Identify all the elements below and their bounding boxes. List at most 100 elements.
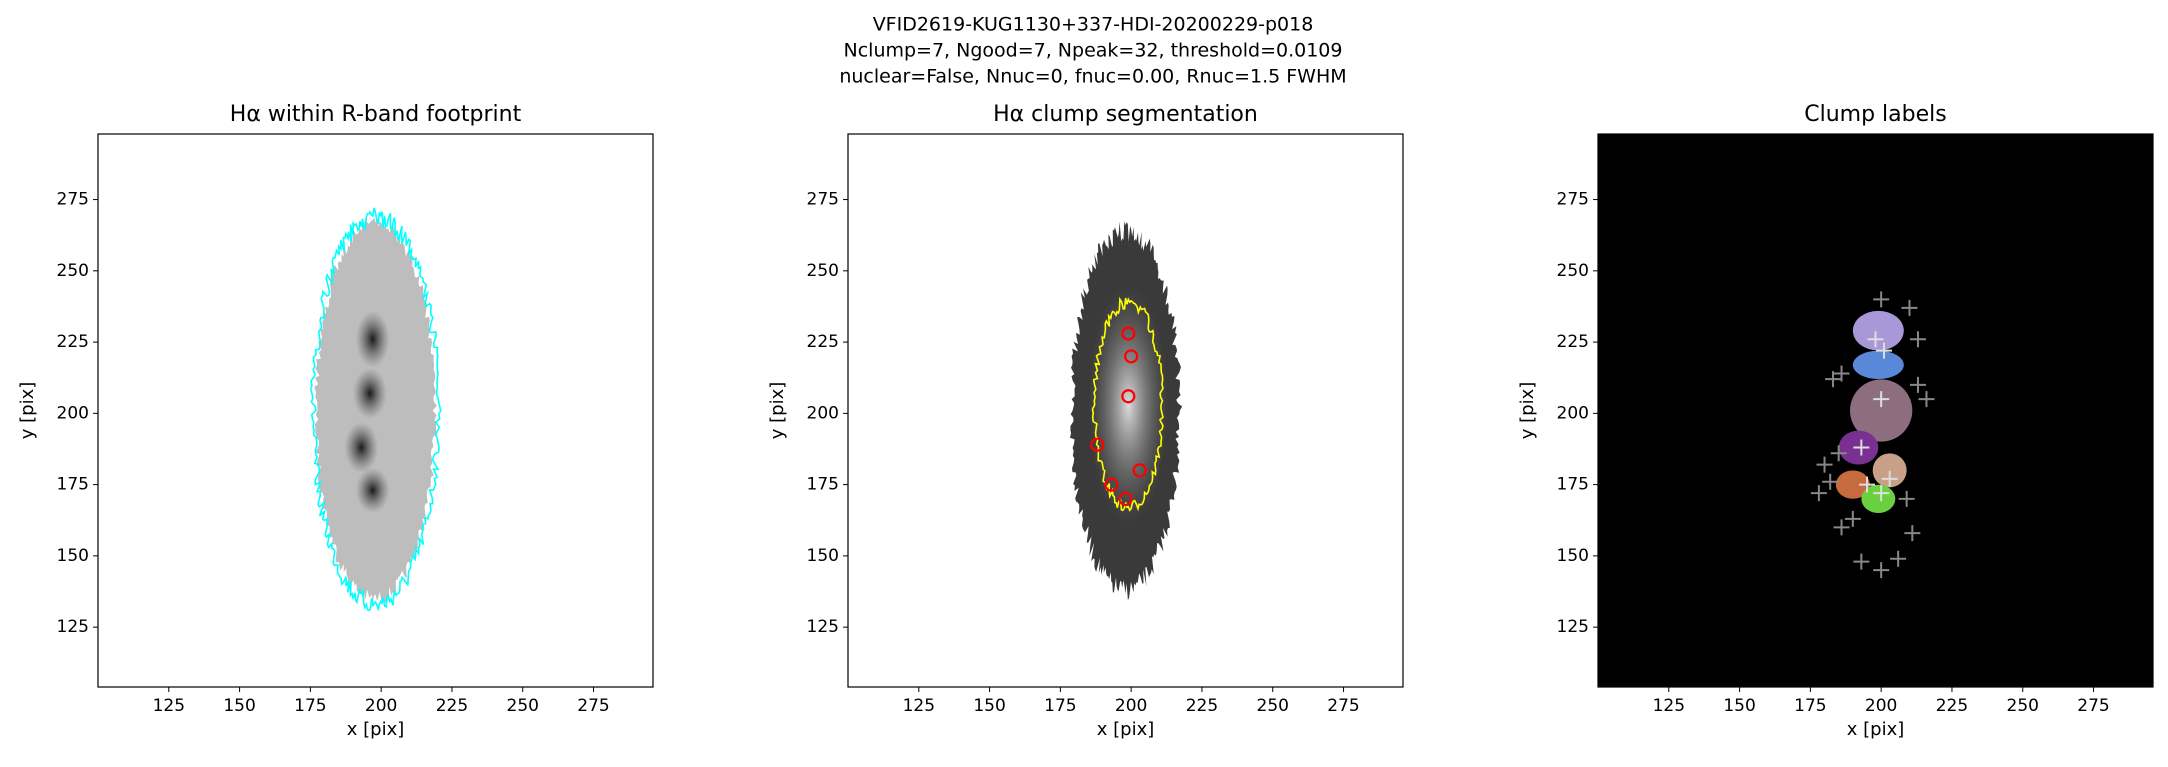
peak-marker: [1898, 490, 1915, 507]
peak-marker: [1830, 445, 1847, 462]
peak-marker: [1853, 553, 1870, 570]
peak-marker: [1833, 519, 1850, 536]
clump-marker: [1124, 349, 1139, 364]
peak-marker: [1873, 291, 1890, 308]
x-tick-label: 125: [153, 696, 185, 716]
dark-blob: [352, 367, 387, 419]
peak-marker: [1844, 510, 1861, 527]
clump-marker: [1104, 477, 1119, 492]
y-label: y [pix]: [767, 382, 788, 440]
y-tick-label: 150: [807, 546, 839, 566]
peak-marker: [1816, 456, 1833, 473]
clump-marker: [1121, 389, 1136, 404]
x-tick-label: 200: [1115, 696, 1147, 716]
clump: [1850, 379, 1913, 442]
peak-marker: [1859, 476, 1876, 493]
peak-marker: [1904, 525, 1921, 542]
x-tick-label: 150: [223, 696, 255, 716]
y-tick-label: 225: [1557, 332, 1589, 352]
x-tick-label: 250: [507, 696, 539, 716]
clump-marker: [1090, 437, 1105, 452]
clump: [1835, 470, 1870, 499]
y-tick-label: 250: [1557, 261, 1589, 281]
peak-marker: [1833, 365, 1850, 382]
clump-marker: [1121, 326, 1136, 341]
image: [1070, 221, 1183, 600]
dark-blob: [344, 422, 379, 474]
contour: [309, 207, 442, 612]
x-label: x [pix]: [1097, 719, 1155, 740]
suptitle: nuclear=False, Nnuc=0, fnuc=0.00, Rnuc=1…: [839, 66, 1346, 88]
y-tick-label: 200: [807, 403, 839, 423]
y-tick-label: 125: [57, 617, 89, 637]
clump: [1861, 484, 1896, 514]
x-tick-label: 150: [1723, 696, 1755, 716]
image: [309, 207, 442, 612]
y-tick-label: 125: [1557, 617, 1589, 637]
y-tick-label: 250: [57, 261, 89, 281]
x-tick-label: 275: [577, 696, 609, 716]
dark-blob: [355, 310, 390, 368]
peak-marker: [1875, 342, 1892, 359]
contour: [1091, 296, 1164, 512]
x-tick-label: 200: [365, 696, 397, 716]
image: [1598, 134, 2153, 687]
x-tick-label: 200: [1865, 696, 1897, 716]
axes-frame: [97, 133, 654, 688]
clump-marker: [1132, 463, 1147, 478]
peak-marker: [1825, 371, 1842, 388]
x-tick-label: 250: [1257, 696, 1289, 716]
clump: [1852, 350, 1904, 380]
x-tick-label: 275: [2077, 696, 2109, 716]
x-tick-label: 225: [1186, 696, 1218, 716]
y-tick-label: 200: [57, 403, 89, 423]
suptitle: VFID2619-KUG1130+337-HDI-20200229-p018: [873, 14, 1314, 36]
clump: [1852, 310, 1904, 351]
y-tick-label: 225: [807, 332, 839, 352]
y-tick-label: 250: [807, 261, 839, 281]
y-tick-label: 150: [57, 546, 89, 566]
y-tick-label: 275: [57, 190, 89, 210]
y-tick-label: 200: [1557, 403, 1589, 423]
dark-blob: [355, 467, 390, 513]
peak-marker: [1909, 331, 1926, 348]
peak-marker: [1822, 473, 1839, 490]
x-tick-label: 175: [1044, 696, 1076, 716]
x-tick-label: 225: [1936, 696, 1968, 716]
y-tick-label: 225: [57, 332, 89, 352]
peak-marker: [1873, 562, 1890, 579]
x-tick-label: 225: [436, 696, 468, 716]
x-tick-label: 125: [1653, 696, 1685, 716]
y-tick-label: 175: [1557, 475, 1589, 495]
axes-title: Hα within R-band footprint: [230, 102, 522, 127]
peak-marker: [1853, 439, 1870, 456]
x-tick-label: 275: [1327, 696, 1359, 716]
x-tick-label: 175: [1794, 696, 1826, 716]
y-tick-label: 175: [57, 475, 89, 495]
peak-marker: [1873, 391, 1890, 408]
y-label: y [pix]: [1517, 382, 1538, 440]
peak-marker: [1890, 550, 1907, 567]
peak-marker: [1873, 485, 1890, 502]
peak-marker: [1901, 299, 1918, 316]
light-core: [1088, 285, 1168, 524]
axes-title: Clump labels: [1804, 102, 1946, 127]
x-label: x [pix]: [347, 719, 405, 740]
axes-frame: [1597, 133, 2154, 688]
y-tick-label: 150: [1557, 546, 1589, 566]
x-tick-label: 125: [903, 696, 935, 716]
y-tick-label: 275: [1557, 190, 1589, 210]
x-tick-label: 150: [973, 696, 1005, 716]
axes-frame: [847, 133, 1404, 688]
x-tick-label: 175: [294, 696, 326, 716]
y-label: y [pix]: [17, 382, 38, 440]
clump-marker: [1118, 491, 1133, 506]
peak-marker: [1867, 331, 1884, 348]
peak-marker: [1918, 391, 1935, 408]
x-tick-label: 250: [2007, 696, 2039, 716]
y-tick-label: 175: [807, 475, 839, 495]
peak-marker: [1909, 376, 1926, 393]
x-label: x [pix]: [1847, 719, 1905, 740]
peak-marker: [1810, 485, 1827, 502]
